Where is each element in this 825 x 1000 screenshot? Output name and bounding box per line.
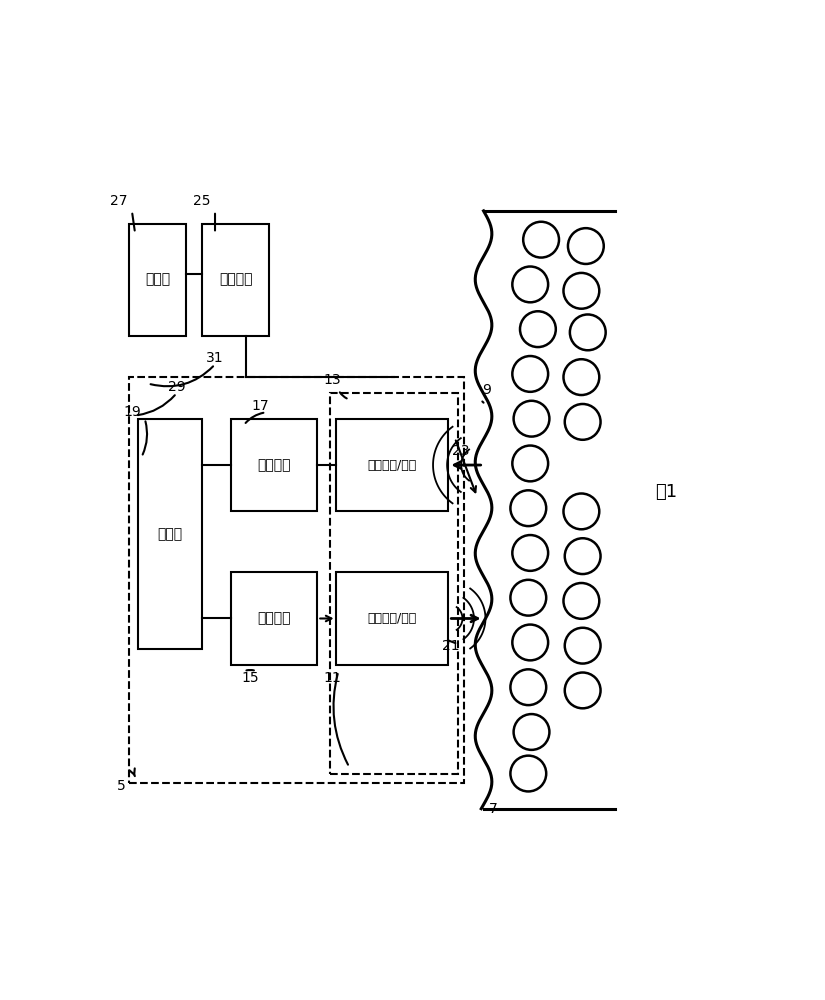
Text: 9: 9: [483, 383, 491, 397]
Text: 5: 5: [116, 779, 125, 793]
Text: 27: 27: [111, 194, 128, 208]
Text: 用户设备: 用户设备: [219, 273, 252, 287]
Bar: [330, 393, 458, 774]
Text: 发射天线/元件: 发射天线/元件: [368, 612, 417, 625]
Bar: [231, 419, 318, 511]
Bar: [202, 224, 269, 336]
Text: 11: 11: [323, 671, 341, 685]
Text: 29: 29: [167, 380, 186, 394]
Text: 13: 13: [323, 373, 341, 387]
Text: 发射电路: 发射电路: [257, 611, 291, 625]
Text: 23: 23: [451, 444, 469, 458]
Text: 接收电路: 接收电路: [257, 458, 291, 472]
Bar: [231, 572, 318, 665]
Bar: [129, 224, 186, 336]
Bar: [129, 377, 464, 783]
Bar: [139, 419, 202, 649]
Bar: [337, 572, 449, 665]
Text: 19: 19: [123, 405, 141, 419]
Text: 控制器: 控制器: [158, 527, 183, 541]
Text: 25: 25: [194, 194, 211, 208]
Text: 服务器: 服务器: [145, 273, 170, 287]
Text: 图1: 图1: [655, 483, 676, 501]
Text: 15: 15: [242, 671, 259, 685]
Text: 7: 7: [488, 802, 497, 816]
Text: 31: 31: [206, 351, 224, 365]
Text: 17: 17: [251, 399, 269, 413]
Bar: [337, 419, 449, 511]
Text: 接收天线/元件: 接收天线/元件: [368, 459, 417, 472]
Text: 21: 21: [442, 639, 460, 653]
